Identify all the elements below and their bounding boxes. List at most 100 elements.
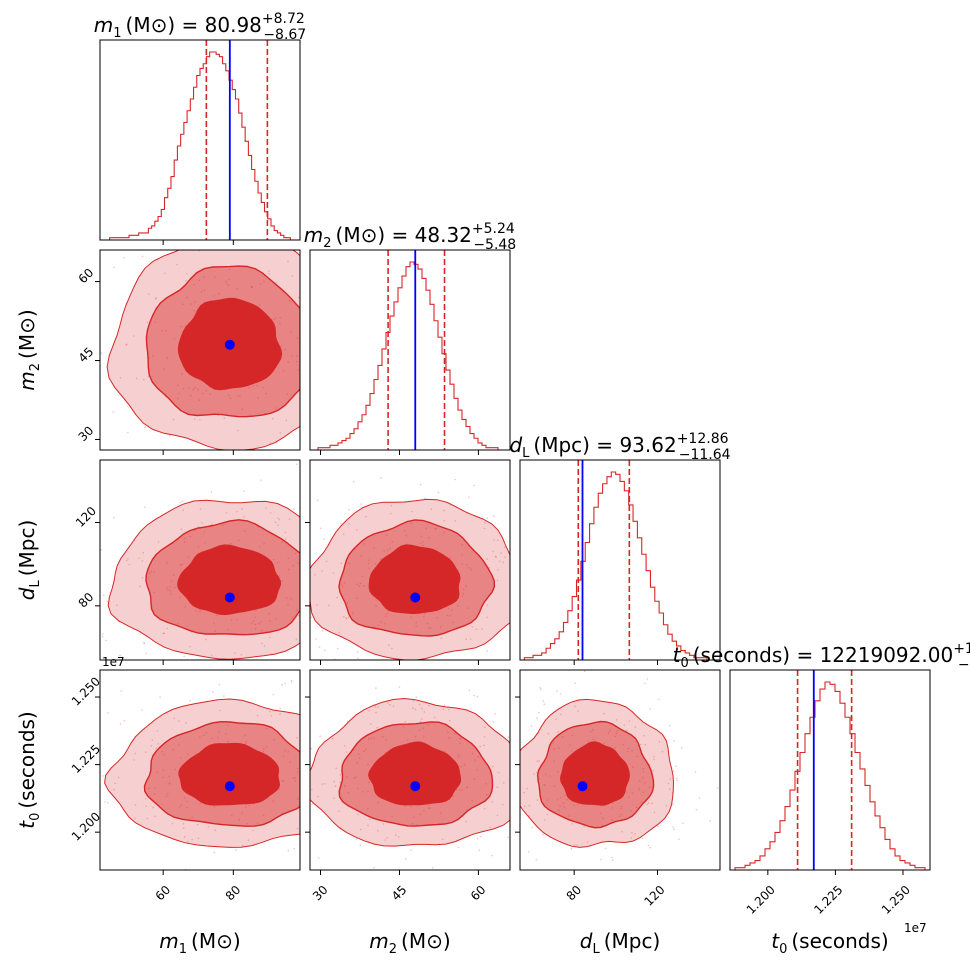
sample-point: [674, 765, 677, 768]
label-part: 0: [28, 813, 43, 821]
sample-point: [211, 523, 213, 525]
sample-point: [665, 805, 668, 807]
sample-point: [269, 512, 272, 514]
sample-point: [155, 747, 157, 749]
sample-point: [420, 535, 422, 537]
sample-point: [334, 785, 337, 787]
sample-point: [512, 594, 514, 596]
sample-point: [134, 752, 136, 755]
sample-point: [577, 710, 579, 712]
sample-point: [163, 368, 165, 371]
sample-point: [658, 698, 660, 701]
sample-point: [178, 392, 180, 395]
sample-point: [162, 769, 165, 772]
sample-point: [237, 429, 239, 432]
sample-point: [363, 584, 365, 587]
sample-point: [363, 750, 365, 752]
sample-point: [164, 272, 166, 275]
sample-point: [179, 564, 182, 566]
sample-point: [443, 704, 446, 707]
sample-point: [560, 713, 562, 716]
sample-point: [157, 541, 160, 543]
sample-point: [503, 546, 506, 549]
panel-frame-0-0: [99, 39, 301, 241]
sample-point: [279, 707, 282, 710]
sample-point: [563, 806, 566, 808]
sample-point: [311, 758, 313, 760]
sample-point: [536, 771, 538, 774]
sample-point: [631, 750, 633, 752]
sample-point: [384, 623, 386, 625]
sample-point: [265, 746, 268, 748]
sample-point: [183, 537, 186, 540]
sample-point: [245, 742, 247, 744]
sample-point: [199, 419, 201, 421]
sample-point: [512, 536, 514, 538]
sample-point: [644, 682, 646, 685]
sample-point: [439, 626, 442, 628]
x-axis-label-3: t0 (seconds): [771, 929, 888, 957]
sample-point: [200, 291, 203, 294]
sample-point: [190, 303, 193, 305]
sample-point: [476, 769, 478, 771]
sample-point: [486, 604, 489, 606]
sample-point: [544, 784, 546, 787]
sample-point: [287, 557, 290, 559]
sample-point: [179, 501, 181, 504]
sample-point: [282, 370, 285, 372]
sample-point: [241, 203, 243, 205]
sample-point: [604, 847, 607, 850]
sample-point: [265, 507, 267, 509]
sample-point: [186, 806, 188, 809]
sample-point: [201, 237, 203, 239]
sample-point: [533, 773, 535, 775]
sample-point: [454, 520, 457, 522]
sample-point: [377, 706, 379, 709]
label-part: 1: [113, 26, 121, 41]
sample-point: [98, 432, 100, 434]
sample-point: [106, 600, 109, 603]
sample-point: [570, 847, 573, 850]
sample-point: [589, 730, 592, 733]
sample-point: [673, 740, 675, 742]
sample-point: [201, 680, 203, 682]
sample-point: [194, 418, 196, 421]
sample-point: [272, 417, 274, 420]
sample-point: [423, 612, 426, 615]
sample-point: [347, 616, 350, 618]
sample-point: [360, 503, 363, 506]
sample-point: [169, 589, 172, 592]
sample-point: [216, 614, 218, 617]
sample-point: [188, 386, 190, 389]
sample-point: [184, 797, 186, 799]
sample-point: [405, 350, 407, 352]
y-tick-label: 60: [76, 266, 97, 287]
sample-point: [556, 798, 559, 801]
sample-point: [296, 767, 299, 770]
sample-point: [226, 283, 229, 286]
sample-point: [336, 596, 339, 599]
sample-point: [312, 648, 314, 650]
sample-point: [375, 711, 377, 714]
label-part: 2: [28, 363, 43, 371]
sample-point: [172, 418, 175, 421]
sample-point: [377, 829, 379, 832]
sample-point: [471, 799, 474, 802]
sample-point: [386, 612, 388, 615]
sample-point: [279, 713, 281, 715]
sample-point: [277, 517, 279, 520]
sample-point: [368, 781, 370, 784]
sample-point: [657, 825, 659, 827]
label-unit-3: (seconds): [689, 643, 790, 667]
sample-point: [187, 840, 189, 843]
sample-point: [419, 542, 422, 545]
sample-point: [265, 728, 268, 730]
sample-point: [316, 812, 318, 814]
sample-point: [240, 654, 243, 656]
sample-point: [70, 279, 72, 281]
sample-point: [625, 791, 627, 793]
sample-point: [189, 535, 192, 538]
sample-point: [197, 388, 199, 391]
sample-point: [514, 754, 516, 756]
sample-point: [256, 526, 259, 528]
